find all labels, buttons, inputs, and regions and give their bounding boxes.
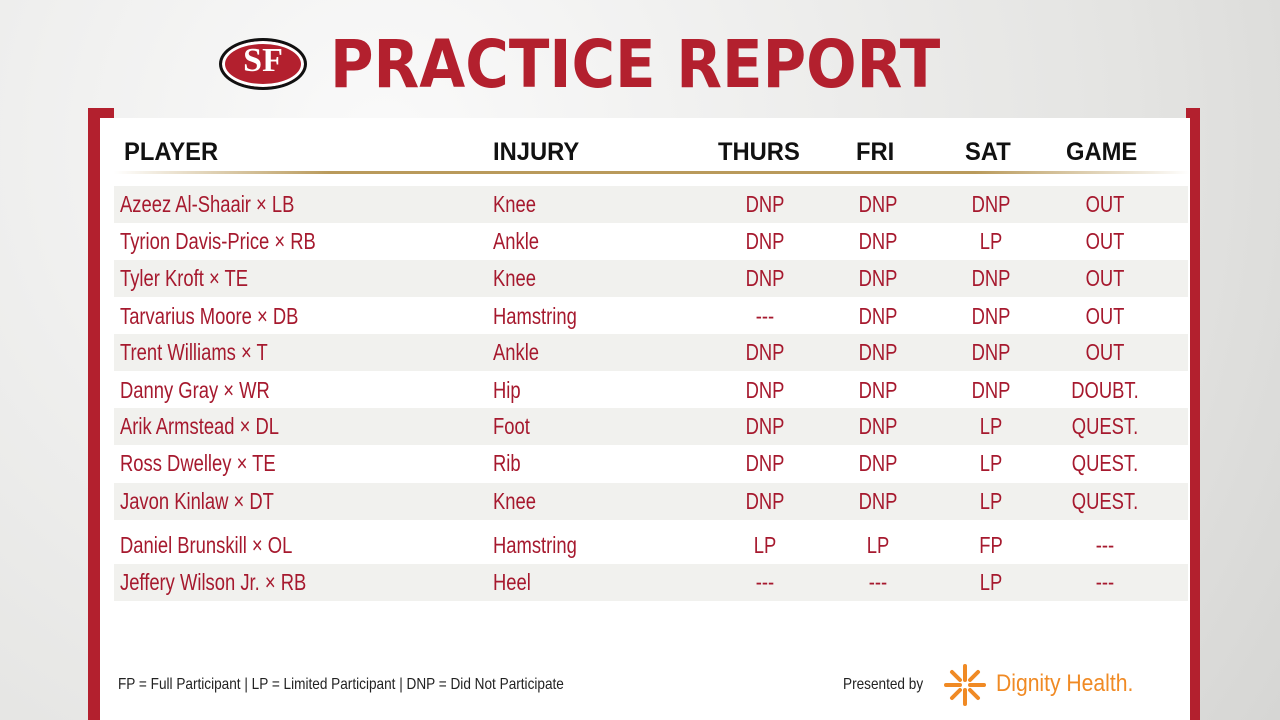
cell: DNP [858,191,898,217]
cell: LP [866,532,890,558]
cell: Ankle [493,339,540,365]
cell: OUT [1085,265,1125,291]
cell: DNP [971,303,1011,329]
cell: DNP [858,488,898,514]
cell: Foot [493,413,530,439]
row-bg [114,483,1188,520]
cell: QUEST. [1071,413,1139,439]
cell: DNP [745,265,785,291]
cell: OUT [1085,303,1125,329]
cell: Knee [493,265,536,291]
row-bg [114,408,1188,445]
cell: DNP [971,265,1011,291]
cell: Knee [493,488,536,514]
title: PRACTICE REPORT [330,26,941,103]
cell: Jeffery Wilson Jr. × RB [120,569,307,595]
legend: FP = Full Participant | LP = Limited Par… [118,676,564,693]
column-header: PLAYER [124,138,219,166]
cell: DNP [745,377,785,403]
cell: DNP [745,488,785,514]
cell: QUEST. [1071,488,1139,514]
cell: Hamstring [493,532,577,558]
cell: DNP [745,191,785,217]
header-rule [114,171,1190,174]
cell: Rib [493,450,521,476]
cell: DNP [858,377,898,403]
cell: DNP [858,450,898,476]
cell: LP [979,413,1003,439]
column-header: FRI [856,138,895,166]
cell: Ross Dwelley × TE [120,450,276,476]
cell: DNP [971,191,1011,217]
cell: Trent Williams × T [120,339,268,365]
cell: LP [753,532,777,558]
cell: Hamstring [493,303,577,329]
cell: --- [868,569,888,595]
row-bg [114,260,1188,297]
cell: DNP [745,450,785,476]
row-bg [114,186,1188,223]
cell: Tarvarius Moore × DB [120,303,299,329]
cell: Heel [493,569,531,595]
column-header: GAME [1066,138,1138,166]
cell: DNP [858,265,898,291]
cell: Hip [493,377,521,403]
cell: DNP [971,339,1011,365]
cell: QUEST. [1071,450,1139,476]
cell: DNP [745,339,785,365]
logo-text: SF [243,42,283,79]
cell: Danny Gray × WR [120,377,270,403]
column-header: INJURY [493,138,580,166]
sponsor-icon [944,664,986,706]
cell: LP [979,569,1003,595]
logo [219,38,307,90]
cell: DNP [858,228,898,254]
cell: DNP [858,303,898,329]
cell: LP [979,228,1003,254]
column-header: THURS [718,138,800,166]
cell: Ankle [493,228,540,254]
cell: --- [755,569,775,595]
cell: --- [1095,569,1115,595]
cell: Arik Armstead × DL [120,413,280,439]
cell: Knee [493,191,536,217]
cell: OUT [1085,228,1125,254]
row-bg [114,564,1188,601]
sponsor-name: Dignity Health. [996,670,1134,697]
cell: OUT [1085,191,1125,217]
cell: Tyler Kroft × TE [120,265,248,291]
cell: DNP [858,339,898,365]
cell: DNP [971,377,1011,403]
row-bg [114,334,1188,371]
cell: --- [1095,532,1115,558]
cell: Tyrion Davis-Price × RB [120,228,316,254]
cell: DNP [745,228,785,254]
cell: Daniel Brunskill × OL [120,532,293,558]
cell: Javon Kinlaw × DT [120,488,274,514]
presented-by: Presented by [843,676,924,693]
cell: FP [979,532,1003,558]
column-header: SAT [965,138,1011,166]
cell: DNP [745,413,785,439]
cell: OUT [1085,339,1125,365]
cell: LP [979,488,1003,514]
cell: DNP [858,413,898,439]
cell: Azeez Al-Shaair × LB [120,191,295,217]
cell: --- [755,303,775,329]
cell: DOUBT. [1071,377,1139,403]
cell: LP [979,450,1003,476]
